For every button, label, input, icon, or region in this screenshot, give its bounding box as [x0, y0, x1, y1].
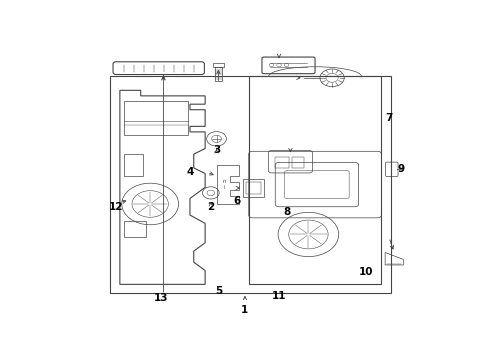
Text: 7: 7: [385, 113, 392, 123]
Bar: [214, 67, 222, 81]
Text: 8: 8: [283, 207, 290, 217]
Bar: [248, 76, 381, 284]
Text: 11: 11: [271, 291, 285, 301]
Text: 10: 10: [358, 267, 373, 277]
Text: i: i: [223, 185, 224, 190]
Text: 12: 12: [109, 202, 123, 212]
Text: 4: 4: [186, 167, 193, 177]
Text: 6: 6: [233, 195, 241, 206]
Text: 13: 13: [154, 293, 168, 303]
Bar: [123, 102, 188, 135]
Text: 5: 5: [214, 286, 222, 296]
Text: n: n: [222, 179, 225, 184]
Bar: [243, 179, 264, 197]
Text: 1: 1: [241, 305, 248, 315]
Text: 9: 9: [397, 164, 404, 174]
Bar: [123, 154, 142, 176]
Bar: [213, 63, 223, 67]
Bar: [292, 157, 303, 168]
Bar: [275, 157, 288, 168]
Text: 3: 3: [212, 145, 220, 155]
Bar: [123, 221, 146, 237]
Bar: [245, 182, 260, 194]
Text: 2: 2: [207, 202, 214, 212]
